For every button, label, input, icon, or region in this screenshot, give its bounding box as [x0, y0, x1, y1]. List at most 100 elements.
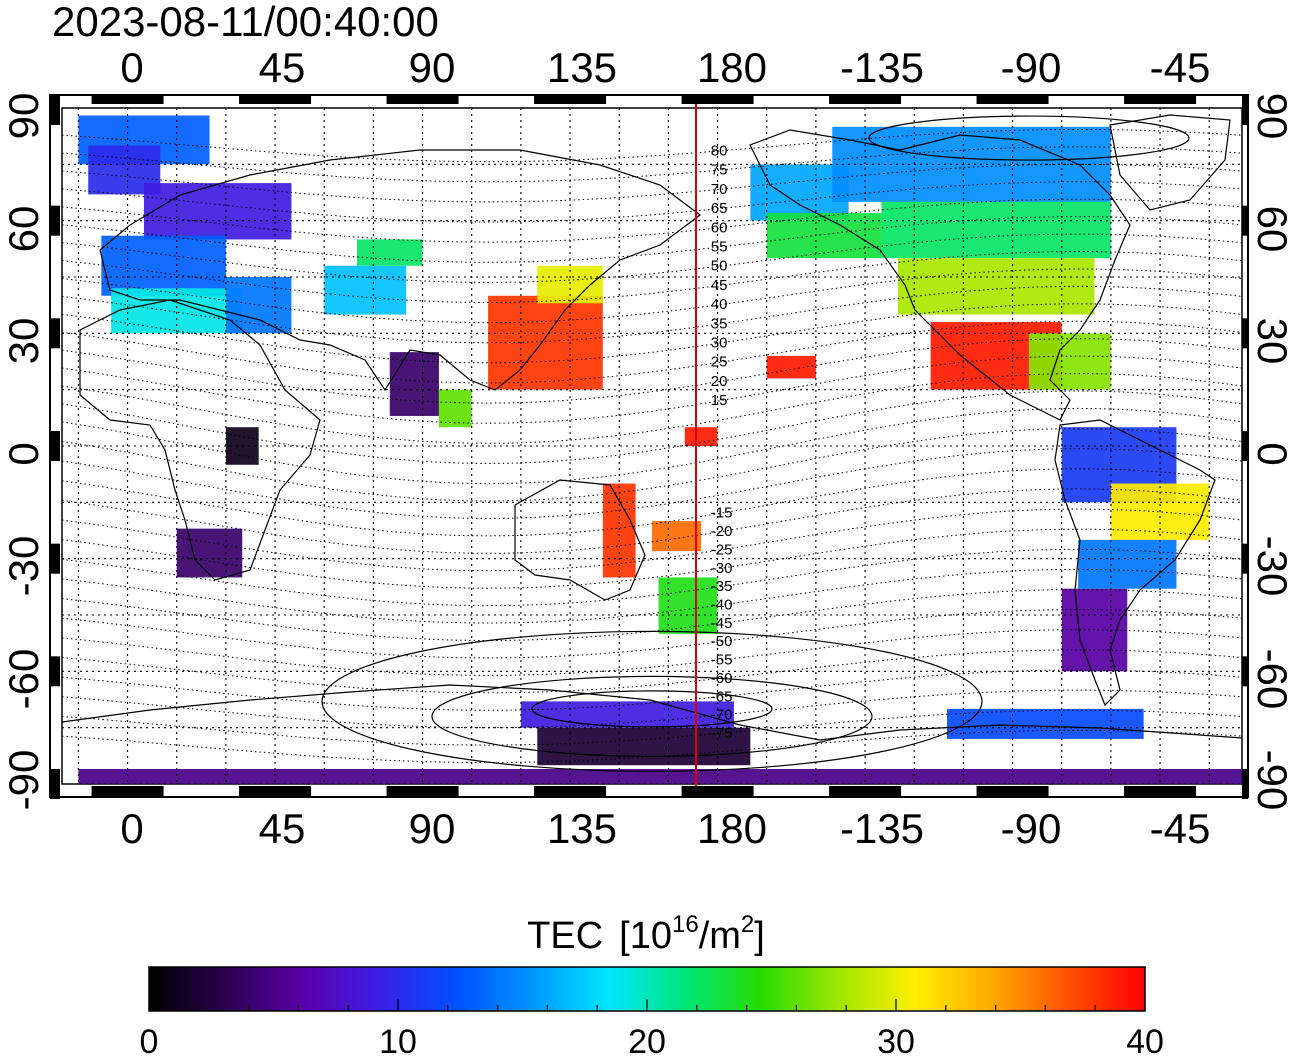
geomagnetic-contour: [62, 198, 1242, 243]
geomagnetic-contour: [62, 163, 1242, 203]
left-lat-labels: 90 60 30 0 -30 -60 -90: [0, 93, 47, 811]
geomagnetic-contour: [62, 588, 1242, 642]
bottom-lon-label: 135: [547, 805, 617, 852]
contour-label: -45: [711, 615, 733, 632]
contour-label: -65: [711, 688, 733, 705]
colorbar-unit-prefix: [10: [619, 915, 672, 957]
lat-frame-tick: [1242, 318, 1248, 349]
geomagnetic-contour: [62, 320, 1242, 384]
geomagnetic-contour: [62, 428, 1242, 502]
contour-label: -60: [711, 670, 733, 687]
tec-cell: [658, 577, 718, 634]
tec-cell: [1078, 539, 1177, 589]
geomagnetic-contour: [62, 146, 1242, 183]
contour-label: 65: [711, 200, 728, 217]
lon-frame-tick: [976, 95, 1049, 104]
lon-frame-tick: [239, 95, 312, 104]
colorbar-unit-exponent: 16: [672, 911, 699, 938]
contour-label: -25: [711, 541, 733, 558]
contour-label: -35: [711, 578, 733, 595]
coast-australia: [514, 479, 646, 601]
contour-label: 30: [711, 334, 728, 351]
lat-frame-tick: [1242, 769, 1248, 799]
tec-cell: [1028, 333, 1111, 390]
tec-cell: [537, 727, 751, 766]
colorbar-tick-label: 10: [379, 1023, 417, 1057]
tec-cell: [438, 389, 472, 428]
geomagnetic-contour: [62, 649, 1242, 694]
colorbar-unit-mid: /m: [699, 915, 741, 957]
lat-frame-tick: [1242, 543, 1248, 574]
top-lon-label: 0: [120, 44, 143, 91]
colorbar-unit-suffix: ]: [754, 915, 765, 957]
tec-cell: [357, 239, 423, 266]
colorbar-tick-label: 20: [628, 1023, 666, 1057]
lon-frame-tick: [681, 786, 754, 797]
lat-frame-tick: [1242, 656, 1248, 687]
geomagnetic-contour: [62, 709, 1242, 746]
geomagnetic-contour: [62, 268, 1242, 324]
tec-cell: [389, 352, 439, 416]
tec-data-layer: [78, 115, 1242, 784]
geomagnetic-contour: [62, 373, 1242, 444]
geomagnetic-contour: [62, 285, 1242, 344]
contour-label: -20: [711, 523, 733, 540]
bottom-lon-label: 90: [409, 805, 456, 852]
tec-cell: [766, 355, 816, 379]
lon-frame-tick: [534, 786, 607, 797]
contour-label: 55: [711, 238, 728, 255]
right-lat-labels: 90 60 30 0 -30 -60 -90: [1249, 93, 1294, 811]
contour-label: -15: [711, 505, 733, 522]
tec-cell: [652, 521, 702, 552]
tec-cell: [766, 213, 882, 259]
tec-cell: [897, 258, 1095, 315]
top-lon-label: 135: [547, 44, 617, 91]
top-lon-label: -135: [840, 44, 924, 91]
left-lat-label: -60: [0, 649, 47, 710]
geomagnetic-contour: [62, 181, 1242, 223]
south-pole-contour: [431, 675, 873, 758]
coast-south-america: [1054, 419, 1216, 707]
colorbar: 0 10 20 30 40: [140, 966, 1164, 1057]
contour-label: -40: [711, 597, 733, 614]
lat-frame-tick: [50, 318, 60, 349]
geomagnetic-contour: [62, 233, 1242, 283]
contour-label: -50: [711, 633, 733, 650]
tec-cell: [488, 295, 603, 390]
geomagnetic-contour: [62, 250, 1242, 304]
lon-frame-tick: [239, 786, 312, 797]
tec-cell: [520, 701, 734, 728]
coast-eurasia: [99, 149, 701, 392]
top-lon-label: 45: [259, 44, 306, 91]
contour-label: 35: [711, 315, 728, 332]
tec-cell: [143, 183, 292, 240]
left-lat-label: -90: [0, 750, 47, 811]
geomagnetic-contour: [62, 568, 1242, 624]
bottom-lon-label: -45: [1150, 805, 1211, 852]
contour-label: 70: [711, 181, 728, 198]
right-lat-label: -30: [1249, 536, 1294, 597]
tec-cell: [832, 126, 1111, 202]
contour-label: 80: [711, 143, 728, 160]
contour-label: 45: [711, 277, 728, 294]
top-lon-label: 90: [409, 44, 456, 91]
geomagnetic-contour: [62, 609, 1242, 659]
geomagnetic-contour: [62, 548, 1242, 607]
contour-label: -55: [711, 652, 733, 669]
geomagnetic-contour: [62, 689, 1242, 729]
tec-cell: [324, 265, 407, 315]
lon-frame-tick: [91, 95, 164, 104]
lat-frame-tick: [50, 431, 60, 461]
bottom-lon-label: 45: [259, 805, 306, 852]
south-pole-contour: [531, 690, 773, 728]
left-lat-label: 60: [0, 206, 47, 253]
colorbar-labels: 0 10 20 30 40: [140, 1023, 1164, 1057]
left-lat-label: -30: [0, 536, 47, 597]
right-lat-label: 30: [1249, 318, 1294, 365]
coastlines: [62, 114, 1242, 741]
colorbar-ticks: [148, 999, 1146, 1011]
contour-label: 40: [711, 296, 728, 313]
lat-frame-tick: [50, 656, 60, 687]
lon-frame-tick: [386, 95, 459, 104]
